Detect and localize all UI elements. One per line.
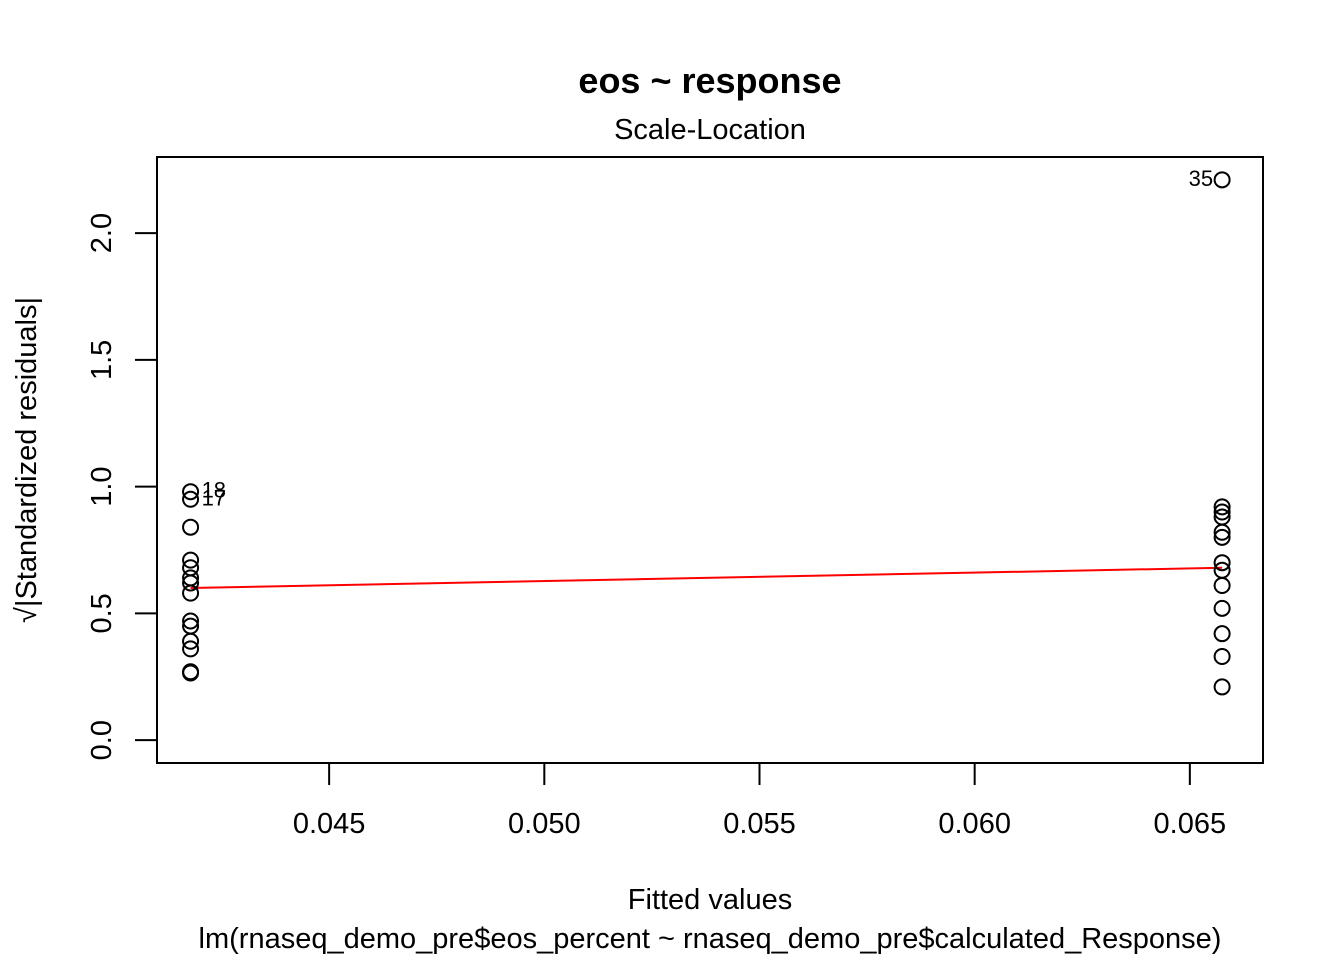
data-point [1213,554,1231,572]
chart-title: eos ~ response [578,60,841,101]
chart-subtitle: Scale-Location [614,114,806,146]
data-point [182,483,200,501]
data-point [1213,625,1231,643]
y-tick-label: 1.5 [86,340,118,380]
x-axis-sublabel: lm(rnaseq_demo_pre$eos_percent ~ rnaseq_… [199,923,1222,955]
smoother-line [190,566,1223,590]
point-label: 18 [202,478,226,503]
data-point [182,664,200,682]
y-tick-label: 0.5 [86,593,118,633]
x-tick-label: 0.050 [508,808,581,840]
data-point [1213,648,1231,666]
data-point [182,584,200,602]
data-point [1213,528,1231,546]
point-label: 35 [1189,166,1213,191]
data-point [182,640,200,658]
data-point [1213,171,1231,189]
x-axis-label: Fitted values [628,884,792,916]
y-tick-label: 0.0 [86,720,118,760]
x-axis: 0.045 0.050 0.055 0.060 0.065 [293,762,1227,840]
x-tick-label: 0.065 [1154,808,1227,840]
data-point [1213,523,1231,541]
y-axis-label: √|Standardized residuals| [11,297,43,623]
data-point [182,490,200,508]
data-point [1213,503,1231,521]
data-point [182,518,200,536]
data-point [182,574,200,592]
data-point [1213,498,1231,516]
data-point [182,632,200,650]
y-tick-label: 1.0 [86,466,118,506]
x-tick-label: 0.055 [723,808,796,840]
points-layer [182,171,1231,696]
data-point [1213,678,1231,696]
x-tick-label: 0.060 [938,808,1011,840]
smoother-layer [190,566,1223,590]
y-tick-label: 2.0 [86,213,118,253]
data-point [1213,599,1231,617]
y-axis: 0.0 0.5 1.0 1.5 2.0 [86,213,158,760]
x-tick-label: 0.045 [293,808,366,840]
data-point [182,551,200,569]
plot-frame [156,156,1264,764]
data-point [182,612,200,630]
point-label: 17 [202,485,226,510]
data-point [1213,577,1231,595]
